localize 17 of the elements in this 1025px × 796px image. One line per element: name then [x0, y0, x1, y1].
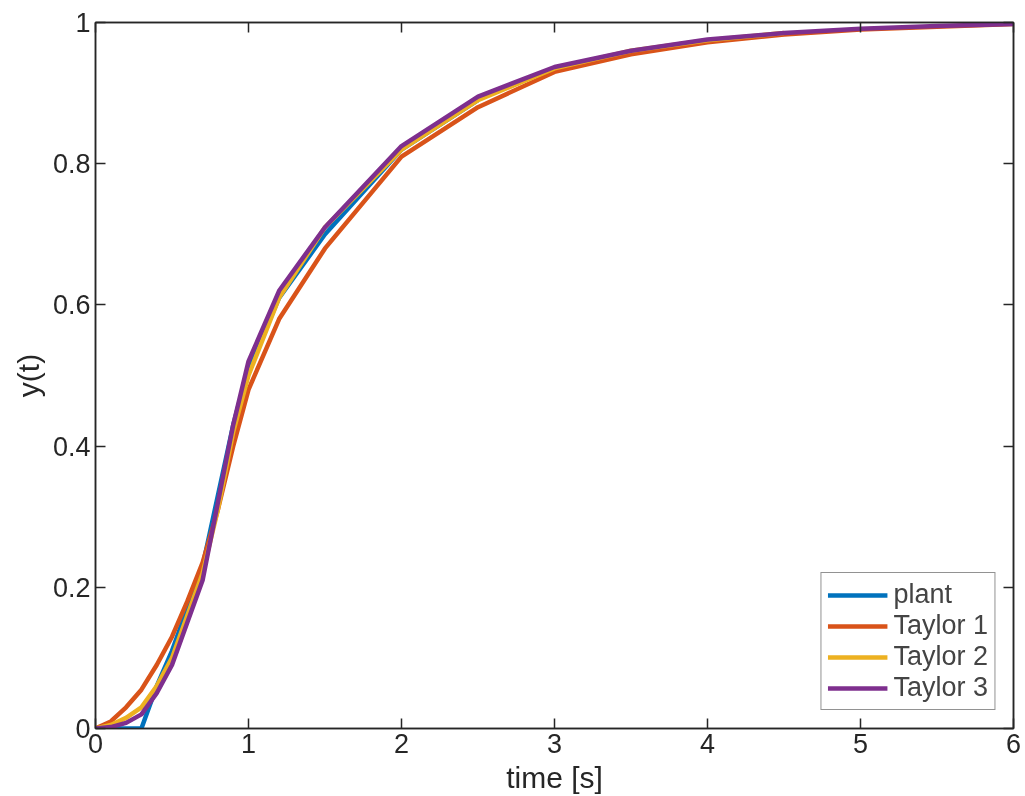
x-tick-label: 1 — [240, 728, 257, 759]
legend-label: Taylor 2 — [893, 641, 988, 672]
x-axis-title: time [s] — [506, 760, 603, 794]
y-axis-title: y(t) — [11, 353, 45, 398]
x-tick-label: 4 — [699, 728, 716, 759]
x-tick-label: 3 — [546, 728, 563, 759]
y-tick-label: 1 — [75, 8, 91, 38]
y-tick-label: 0.2 — [52, 572, 91, 603]
y-tick-label: 0.6 — [52, 290, 91, 321]
y-tick-label: 0.4 — [52, 431, 91, 462]
x-tick-label: 6 — [1005, 728, 1022, 759]
legend-label: plant — [893, 579, 953, 610]
y-tick-label: 0.8 — [52, 149, 91, 180]
legend-label: Taylor 3 — [893, 672, 988, 703]
legend-label: Taylor 1 — [893, 610, 988, 641]
x-tick-label: 5 — [852, 728, 869, 759]
x-tick-label: 2 — [393, 728, 410, 759]
